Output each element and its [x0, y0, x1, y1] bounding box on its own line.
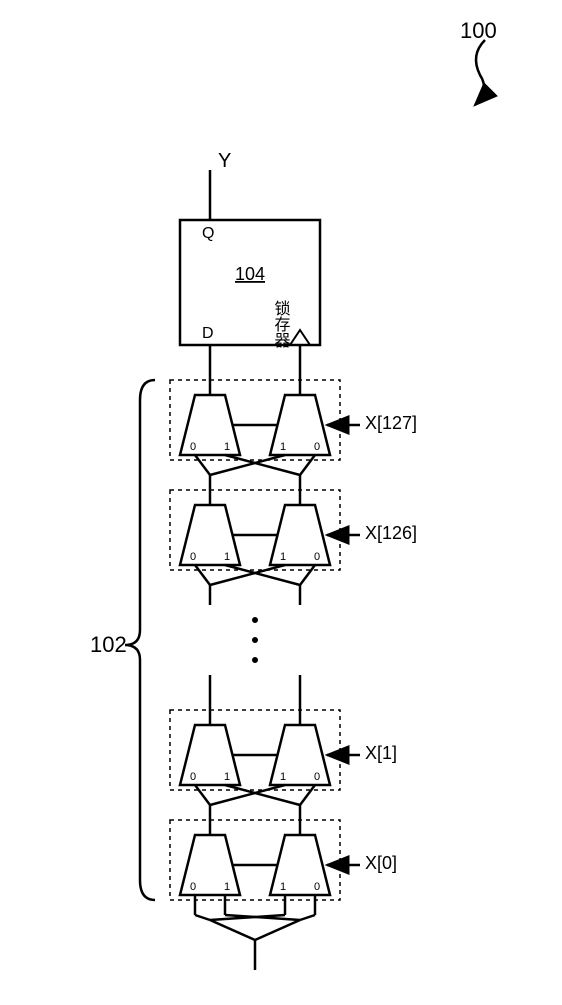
x127-label: X[127] — [365, 413, 417, 434]
svg-text:1: 1 — [280, 551, 286, 563]
ref-arrow-100 — [475, 40, 485, 105]
svg-text:0: 0 — [190, 551, 196, 563]
x1-label: X[1] — [365, 743, 397, 764]
svg-text:1: 1 — [224, 441, 230, 453]
circuit-svg: 0 1 1 0 0 1 1 0 — [0, 0, 562, 1000]
latch-label: 锁存器 — [272, 300, 291, 348]
brace-102 — [125, 380, 155, 900]
mux-in-1b: 1 — [280, 881, 286, 893]
ellipsis — [210, 585, 300, 695]
svg-text:0: 0 — [314, 771, 320, 783]
x0-label: X[0] — [365, 853, 397, 874]
svg-text:1: 1 — [224, 771, 230, 783]
stage-127: 0 1 1 0 — [170, 345, 360, 475]
ref-100: 100 — [460, 18, 497, 44]
stage-0: 0 1 1 0 — [170, 805, 360, 970]
latch-ref: 104 — [235, 264, 265, 284]
svg-text:0: 0 — [314, 441, 320, 453]
svg-text:1: 1 — [280, 441, 286, 453]
svg-text:0: 0 — [314, 551, 320, 563]
svg-text:0: 0 — [190, 441, 196, 453]
latch-d-label: D — [202, 325, 214, 342]
mux-in-0b: 0 — [314, 881, 320, 893]
svg-text:0: 0 — [190, 771, 196, 783]
output-y: Y — [218, 150, 231, 173]
latch-block: D Q 104 锁存器 — [180, 170, 320, 348]
stage-126: 0 1 1 0 — [170, 475, 360, 585]
stage-1: 0 1 1 0 — [170, 695, 360, 805]
latch-q-label: Q — [202, 225, 214, 242]
x126-label: X[126] — [365, 523, 417, 544]
mux-in-0: 0 — [190, 881, 196, 893]
mux-in-1: 1 — [224, 881, 230, 893]
diagram-canvas: 0 1 1 0 0 1 1 0 — [0, 0, 562, 1000]
ref-102: 102 — [90, 632, 127, 658]
svg-text:1: 1 — [224, 551, 230, 563]
svg-text:1: 1 — [280, 771, 286, 783]
